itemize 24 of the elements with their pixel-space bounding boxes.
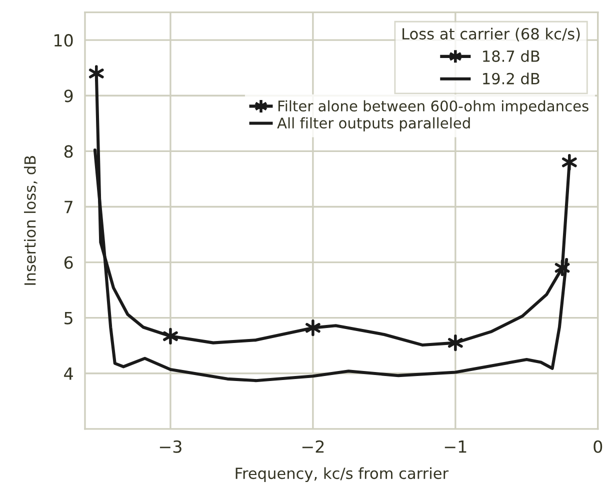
point <box>562 154 577 171</box>
point <box>88 65 104 82</box>
point <box>163 328 178 344</box>
y-axis-title: Insertion loss, dB <box>24 156 38 285</box>
annotation: 18.7 dB <box>483 50 540 62</box>
y-tick-label: 6 <box>64 256 73 269</box>
x-tick-label: −2 <box>302 440 324 453</box>
y-tick-label: 9 <box>64 90 73 102</box>
legend-title: Loss at carrier (68 kc/s) <box>402 28 580 42</box>
annotation: 19.2 dB <box>483 72 540 84</box>
y-tick-label: 8 <box>64 145 73 158</box>
y-tick-label: 7 <box>64 200 72 214</box>
legend-label: Filter alone between 600-ohm impedances <box>278 100 588 114</box>
legend-label: All filter outputs paralleled <box>277 117 470 132</box>
y-tick-label: 4 <box>64 368 73 380</box>
y-tick-label: 5 <box>64 312 72 324</box>
x-tick-label: −3 <box>160 440 182 453</box>
x-tick-label: −1 <box>444 440 466 453</box>
x-tick-label: 0 <box>594 440 602 453</box>
point <box>448 334 463 352</box>
x-axis-title: Frequency, kc/s from carrier <box>236 467 449 482</box>
point <box>306 319 320 336</box>
point <box>554 259 570 276</box>
y-tick-label: 10 <box>54 34 73 47</box>
